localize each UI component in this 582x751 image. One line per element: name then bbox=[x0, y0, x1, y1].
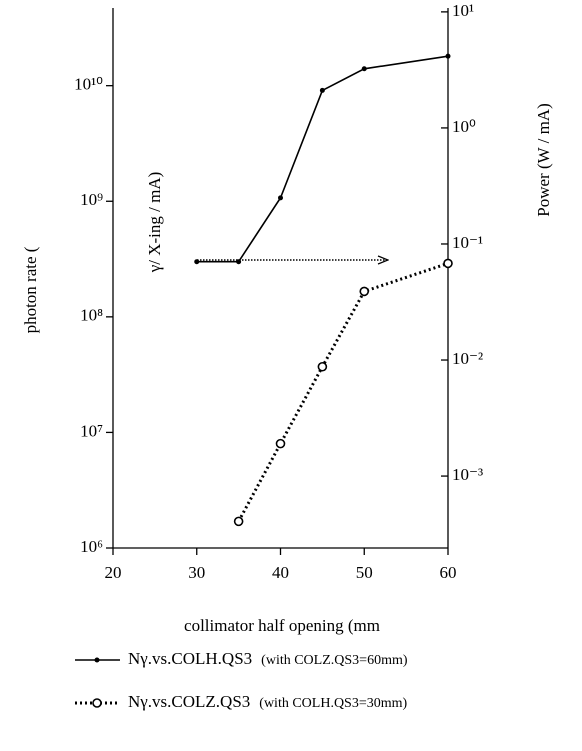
y2-label: Power (W / mA) bbox=[534, 103, 553, 216]
y2-tick-label: 10⁰ bbox=[452, 117, 476, 136]
point bbox=[278, 195, 283, 201]
y2-tick-label: 10⁻¹ bbox=[452, 233, 483, 252]
point bbox=[319, 87, 325, 93]
y2-tick-label: 10⁻³ bbox=[452, 465, 483, 484]
x-tick-label: 50 bbox=[356, 563, 373, 582]
x-tick-label: 20 bbox=[105, 563, 122, 582]
y2-tick-label: 10⁻² bbox=[452, 349, 483, 368]
y-label-inner: γ/ X-ing / mA) bbox=[145, 172, 164, 274]
x-label: collimator half opening (mm bbox=[184, 616, 380, 635]
y-tick-label: 10¹⁰ bbox=[74, 75, 103, 94]
x-tick-label: 60 bbox=[440, 563, 457, 582]
legend-marker bbox=[92, 698, 102, 708]
point bbox=[361, 66, 367, 72]
legend-label: Nγ.vs.COLH.QS3 bbox=[128, 649, 252, 668]
legend-note: (with COLZ.QS3=60mm) bbox=[261, 653, 408, 668]
y-tick-label: 10⁷ bbox=[80, 421, 103, 440]
series-line bbox=[196, 55, 449, 263]
legend-label: Nγ.vs.COLZ.QS3 bbox=[128, 692, 250, 711]
point bbox=[233, 516, 244, 527]
x-tick-label: 30 bbox=[188, 563, 205, 582]
y-tick-label: 10⁶ bbox=[80, 537, 103, 556]
point bbox=[317, 361, 328, 372]
legend-marker bbox=[94, 657, 100, 663]
point bbox=[194, 259, 200, 265]
point bbox=[275, 438, 286, 449]
point bbox=[236, 259, 242, 265]
y-tick-label: 10⁸ bbox=[80, 306, 103, 325]
y-tick-label: 10⁹ bbox=[80, 190, 103, 209]
y-label: photon rate ( bbox=[21, 246, 40, 333]
legend-note: (with COLH.QS3=30mm) bbox=[259, 696, 407, 711]
point bbox=[443, 258, 453, 269]
y2-tick-label: 10¹ bbox=[452, 1, 474, 20]
series-line bbox=[237, 261, 449, 523]
point bbox=[359, 286, 370, 297]
point bbox=[445, 53, 451, 59]
x-tick-label: 40 bbox=[272, 563, 289, 582]
